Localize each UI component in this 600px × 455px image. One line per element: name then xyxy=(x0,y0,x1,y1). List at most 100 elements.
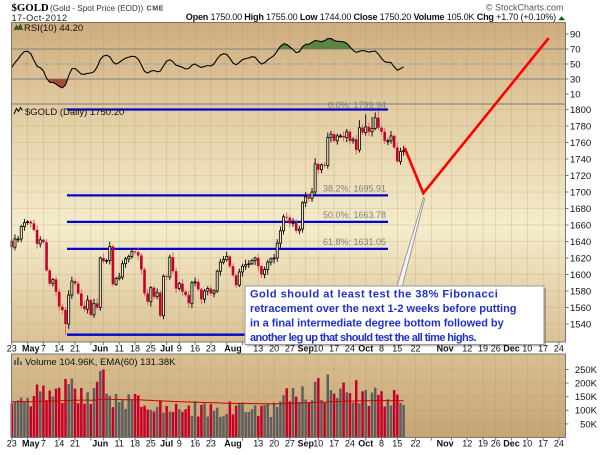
svg-text:$GOLD: $GOLD xyxy=(12,2,49,14)
svg-text:another leg up that should tes: another leg up that should test the all … xyxy=(250,332,477,344)
svg-text:Sep: Sep xyxy=(297,344,314,354)
svg-text:17: 17 xyxy=(329,344,339,354)
svg-text:23: 23 xyxy=(206,344,216,354)
svg-text:RSI(10) 44.20: RSI(10) 44.20 xyxy=(24,23,83,34)
svg-text:30: 30 xyxy=(570,74,581,85)
svg-text:Oct: Oct xyxy=(358,344,373,354)
svg-text:1640: 1640 xyxy=(570,237,591,248)
svg-text:1760: 1760 xyxy=(570,138,591,149)
svg-text:Jul: Jul xyxy=(160,439,173,449)
svg-text:25: 25 xyxy=(146,344,156,354)
svg-text:1600: 1600 xyxy=(570,270,591,281)
svg-text:7: 7 xyxy=(41,344,46,354)
svg-text:24: 24 xyxy=(345,439,355,449)
svg-text:9: 9 xyxy=(177,439,182,449)
svg-text:19: 19 xyxy=(478,344,488,354)
svg-text:14: 14 xyxy=(54,439,64,449)
svg-text:24: 24 xyxy=(554,439,564,449)
svg-text:8: 8 xyxy=(379,439,384,449)
svg-text:13: 13 xyxy=(253,439,263,449)
svg-text:21: 21 xyxy=(70,344,80,354)
svg-text:12: 12 xyxy=(462,439,472,449)
svg-text:18: 18 xyxy=(130,439,140,449)
svg-text:10: 10 xyxy=(570,89,581,100)
svg-text:23: 23 xyxy=(206,439,216,449)
svg-text:1700: 1700 xyxy=(570,187,591,198)
svg-text:16: 16 xyxy=(190,439,200,449)
svg-text:22: 22 xyxy=(410,439,420,449)
svg-text:70: 70 xyxy=(570,44,581,55)
svg-text:200K: 200K xyxy=(575,379,598,390)
svg-text:1780: 1780 xyxy=(570,121,591,132)
svg-text:Aug: Aug xyxy=(224,439,242,449)
svg-text:8: 8 xyxy=(379,344,384,354)
svg-text:23: 23 xyxy=(7,439,17,449)
svg-text:Dec: Dec xyxy=(503,439,520,449)
svg-text:Volume 104.96K, EMA(60) 131.38: Volume 104.96K, EMA(60) 131.38K xyxy=(25,357,176,368)
svg-text:1740: 1740 xyxy=(570,154,591,165)
svg-text:17: 17 xyxy=(538,439,548,449)
svg-text:13: 13 xyxy=(253,344,263,354)
svg-text:17: 17 xyxy=(538,344,548,354)
svg-text:10: 10 xyxy=(522,344,532,354)
svg-text:1800: 1800 xyxy=(570,105,591,116)
svg-text:16: 16 xyxy=(190,344,200,354)
svg-text:Open 1750.00 High 1755.00 Low: Open 1750.00 High 1755.00 Low 1744.00 Cl… xyxy=(186,12,556,22)
svg-text:1660: 1660 xyxy=(570,220,591,231)
svg-text:14: 14 xyxy=(54,344,64,354)
svg-text:Nov: Nov xyxy=(437,344,454,354)
svg-text:15: 15 xyxy=(392,439,402,449)
svg-text:9: 9 xyxy=(177,344,182,354)
svg-text:22: 22 xyxy=(410,344,420,354)
svg-text:Dec: Dec xyxy=(503,344,520,354)
svg-text:24: 24 xyxy=(554,344,564,354)
svg-text:150K: 150K xyxy=(575,392,598,403)
svg-text:10: 10 xyxy=(313,344,323,354)
svg-text:Nov: Nov xyxy=(437,439,454,449)
svg-text:50.0%: 1663.78: 50.0%: 1663.78 xyxy=(323,210,386,220)
svg-text:21: 21 xyxy=(70,439,80,449)
svg-text:Aug: Aug xyxy=(224,344,242,354)
svg-text:May: May xyxy=(22,439,40,449)
svg-text:27: 27 xyxy=(285,439,295,449)
svg-text:1580: 1580 xyxy=(570,286,591,297)
svg-text:25: 25 xyxy=(146,439,156,449)
svg-text:(Gold - Spot Price (EOD)): (Gold - Spot Price (EOD)) xyxy=(50,4,144,13)
svg-text:24: 24 xyxy=(345,344,355,354)
svg-text:17: 17 xyxy=(329,439,339,449)
svg-text:Jul: Jul xyxy=(160,344,173,354)
svg-text:27: 27 xyxy=(285,344,295,354)
svg-text:20: 20 xyxy=(269,344,279,354)
svg-text:50: 50 xyxy=(570,59,581,70)
svg-text:CME: CME xyxy=(147,4,164,13)
svg-text:© StockCharts.com: © StockCharts.com xyxy=(486,3,564,13)
svg-text:in a final intermediate degree: in a final intermediate degree bottom fo… xyxy=(250,317,505,329)
svg-text:61.8%: 1631.05: 61.8%: 1631.05 xyxy=(323,237,386,247)
svg-text:Gold should at least test the: Gold should at least test the 38% Fibona… xyxy=(250,288,498,300)
svg-text:0.0%: 1799.94: 0.0%: 1799.94 xyxy=(328,100,386,110)
svg-text:11: 11 xyxy=(115,439,124,449)
svg-text:18: 18 xyxy=(130,344,140,354)
svg-text:26: 26 xyxy=(491,344,501,354)
svg-text:20: 20 xyxy=(269,439,279,449)
svg-text:250K: 250K xyxy=(575,365,598,376)
svg-text:12: 12 xyxy=(462,344,472,354)
svg-text:11: 11 xyxy=(115,344,124,354)
svg-text:100K: 100K xyxy=(575,406,598,417)
svg-text:50K: 50K xyxy=(580,419,598,430)
svg-text:38.2%: 1695.91: 38.2%: 1695.91 xyxy=(323,183,386,193)
svg-text:1680: 1680 xyxy=(570,204,591,215)
svg-text:10: 10 xyxy=(313,439,323,449)
svg-text:1540: 1540 xyxy=(570,319,591,330)
svg-text:17-Oct-2012: 17-Oct-2012 xyxy=(12,13,68,23)
svg-text:$GOLD (Daily) 1750.20: $GOLD (Daily) 1750.20 xyxy=(25,107,124,118)
svg-text:1720: 1720 xyxy=(570,171,591,182)
svg-text:Oct: Oct xyxy=(358,439,373,449)
svg-text:7: 7 xyxy=(41,439,46,449)
svg-text:Jun: Jun xyxy=(92,344,108,354)
svg-text:26: 26 xyxy=(491,439,501,449)
svg-text:1560: 1560 xyxy=(570,303,591,314)
svg-text:Jun: Jun xyxy=(92,439,108,449)
svg-text:23: 23 xyxy=(7,344,17,354)
svg-text:10: 10 xyxy=(522,439,532,449)
